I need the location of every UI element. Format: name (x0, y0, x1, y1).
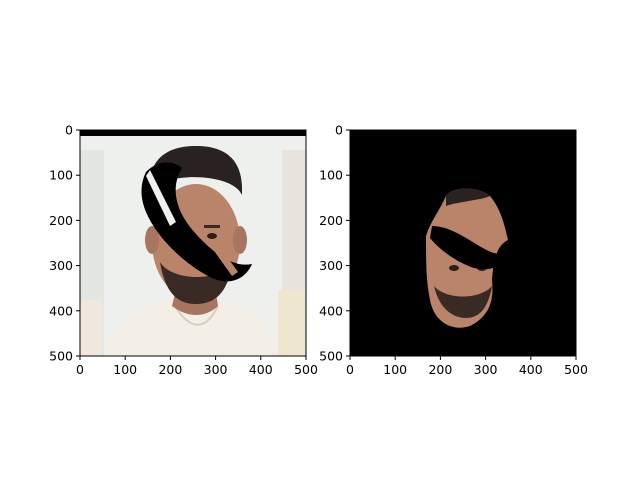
left-x-tick-label: 500 (294, 362, 318, 377)
right-x-tick-label: 500 (564, 362, 588, 377)
left-photo (80, 130, 306, 356)
left-x-tick-label: 0 (76, 362, 84, 377)
left-x-tick-label: 400 (249, 362, 273, 377)
right-x-tick-label: 300 (474, 362, 498, 377)
right-y-tick-label: 0 (335, 123, 343, 138)
right-y-tick-label: 400 (319, 303, 343, 318)
right-x-tick-label: 100 (383, 362, 407, 377)
right-y-tick-label: 100 (319, 168, 343, 183)
left-y-tick-label: 500 (49, 349, 73, 364)
left-x-tick-label: 300 (204, 362, 228, 377)
left-x-tick-label: 200 (158, 362, 182, 377)
left-y-tick-label: 100 (49, 168, 73, 183)
right-photo (350, 130, 576, 356)
left-y-tick-label: 200 (49, 213, 73, 228)
right-x-tick-label: 200 (428, 362, 452, 377)
occlusion-mask (141, 162, 252, 282)
left-y-tick-label: 400 (49, 303, 73, 318)
left-y-tick-label: 300 (49, 258, 73, 273)
left-image-panel (79, 129, 307, 357)
right-x-tick-label: 400 (519, 362, 543, 377)
right-y-tick-label: 500 (319, 349, 343, 364)
right-y-tick-label: 300 (319, 258, 343, 273)
right-x-tick-label: 0 (346, 362, 354, 377)
left-x-tick-label: 100 (113, 362, 137, 377)
left-y-tick-label: 0 (65, 123, 73, 138)
right-y-tick-label: 200 (319, 213, 343, 228)
right-image-panel (349, 129, 577, 357)
